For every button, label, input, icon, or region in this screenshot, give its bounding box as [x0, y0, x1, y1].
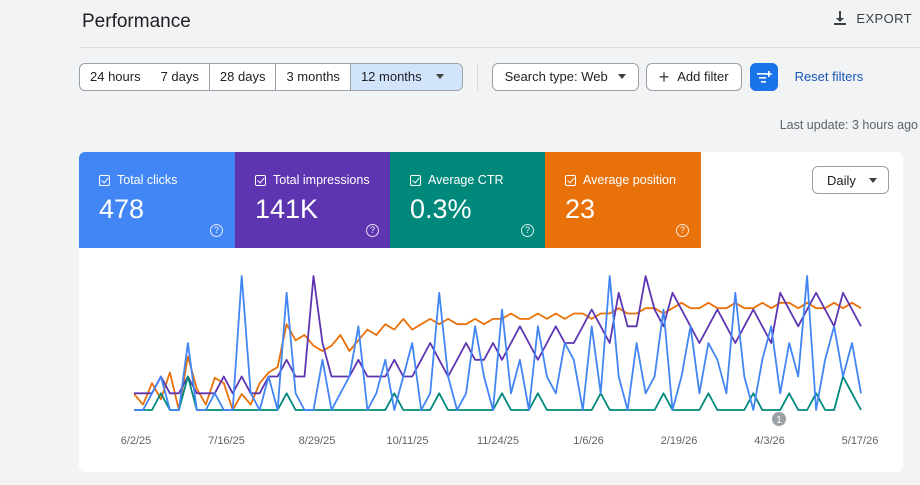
x-tick-label: 7/16/25: [208, 435, 245, 447]
metric-average-ctr[interactable]: Average CTR 0.3% ?: [390, 152, 546, 248]
add-filter-label: Add filter: [677, 69, 729, 84]
x-tick-label: 2/19/26: [661, 435, 698, 447]
metric-total-clicks[interactable]: Total clicks 478 ?: [79, 152, 235, 248]
toolbar-divider: [476, 62, 478, 91]
range-28-days-button[interactable]: 28 days: [210, 63, 277, 90]
performance-chart[interactable]: 6/2/25 7/16/25 8/29/25 10/11/25 11/24/25 1/6/…: [79, 248, 903, 472]
checkbox-checked-icon[interactable]: [410, 174, 421, 186]
metric-total-impressions[interactable]: Total impressions 141K ?: [235, 152, 391, 248]
metric-value: 0.3%: [410, 194, 472, 224]
header-divider: [80, 47, 920, 48]
plus-icon: +: [658, 66, 670, 87]
granularity-label: Daily: [827, 172, 856, 188]
help-icon[interactable]: ?: [210, 224, 223, 237]
metric-label: Total clicks: [117, 173, 178, 187]
export-button[interactable]: EXPORT: [832, 10, 912, 26]
export-label: EXPORT: [856, 10, 912, 26]
range-7-days-button[interactable]: 7 days: [151, 63, 210, 90]
download-icon: [834, 11, 847, 25]
range-12-months-label: 12 months: [360, 69, 422, 84]
filter-toolbar: 24 hours 7 days 28 days 3 months 12 mont…: [79, 62, 863, 91]
granularity-dropdown[interactable]: Daily: [812, 166, 889, 194]
svg-text:1: 1: [776, 415, 782, 426]
metric-label: Average position: [583, 173, 676, 187]
checkbox-checked-icon[interactable]: [255, 174, 266, 186]
metric-value: 23: [565, 194, 596, 224]
caret-down-icon: [435, 74, 444, 79]
help-icon[interactable]: ?: [521, 224, 534, 237]
series-line-average-ctr: [134, 375, 862, 411]
metric-label: Total impressions: [273, 173, 370, 187]
annotation-marker[interactable]: 1: [772, 412, 786, 426]
performance-card: Total clicks 478 ? Total impressions 141…: [79, 152, 903, 472]
x-tick-label: 11/24/25: [477, 435, 519, 447]
last-update-text: Last update: 3 hours ago: [779, 118, 918, 132]
date-range-selector: 24 hours 7 days 28 days 3 months 12 mont…: [79, 62, 463, 91]
caret-down-icon: [869, 178, 877, 183]
page-title: Performance: [82, 11, 191, 32]
range-12-months-dropdown[interactable]: 12 months: [350, 63, 462, 90]
x-tick-label: 6/2/25: [121, 435, 152, 447]
checkbox-checked-icon[interactable]: [565, 174, 576, 186]
search-type-dropdown[interactable]: Search type: Web: [491, 62, 639, 91]
checkbox-checked-icon[interactable]: [99, 174, 110, 186]
x-tick-label: 5/17/26: [842, 435, 879, 447]
range-3-months-button[interactable]: 3 months: [276, 63, 351, 90]
x-tick-label: 8/29/25: [299, 435, 336, 447]
range-24-hours-button[interactable]: 24 hours: [90, 69, 141, 84]
metric-value: 478: [99, 194, 145, 224]
search-type-label: Search type: Web: [504, 69, 608, 84]
metric-average-position[interactable]: Average position 23 ?: [545, 152, 701, 248]
page-header: Performance EXPORT: [0, 0, 920, 48]
caret-down-icon: [617, 74, 626, 79]
add-filter-button[interactable]: + Add filter: [645, 62, 742, 91]
x-tick-label: 4/3/26: [754, 435, 785, 447]
x-tick-label: 1/6/26: [573, 435, 604, 447]
reset-filters-link[interactable]: Reset filters: [794, 69, 864, 84]
filter-settings-button[interactable]: [749, 62, 778, 91]
metric-value: 141K: [255, 194, 319, 224]
help-icon[interactable]: ?: [676, 224, 689, 237]
filter-list-icon: [756, 70, 772, 83]
x-tick-label: 10/11/25: [386, 435, 428, 447]
help-icon[interactable]: ?: [366, 224, 379, 237]
metric-label: Average CTR: [428, 173, 504, 187]
series-line-total-clicks: [134, 275, 862, 411]
